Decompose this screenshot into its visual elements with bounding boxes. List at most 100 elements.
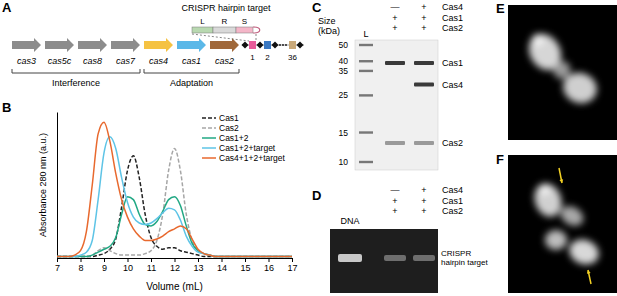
lane-sign: +: [421, 196, 426, 206]
ladder-label: 15: [339, 128, 349, 138]
density: [530, 180, 602, 269]
row-label: Cas1: [442, 196, 463, 206]
gene-label: cas4: [149, 56, 168, 66]
legend-swatch: [202, 117, 216, 119]
legend-swatch: [202, 127, 216, 129]
lane-sign: +: [392, 23, 397, 33]
panel-f: [508, 155, 617, 293]
panel-b: 7891011121314151617Volume (mL)Absorbance…: [38, 113, 298, 293]
spacer-label: 2: [265, 53, 270, 62]
x-axis-title: Volume (mL): [146, 281, 203, 292]
x-tick-label: 16: [264, 263, 274, 273]
row-label: Cas2: [442, 206, 463, 216]
gene-label: cas3: [17, 56, 36, 66]
gene-label: cas2: [215, 56, 234, 66]
x-tick: 11: [147, 258, 156, 273]
legend-item: Cas1: [202, 113, 239, 123]
band-label: Cas1: [442, 58, 463, 68]
protein-band: [414, 61, 434, 65]
lane-sign: +: [421, 185, 426, 195]
panel-label: C: [312, 0, 322, 15]
x-tick-label: 17: [287, 263, 297, 273]
row-label: Cas4: [442, 185, 463, 195]
panel-label: E: [496, 1, 505, 16]
gene-arrow: [12, 38, 41, 52]
ellipsis-dot: [282, 44, 284, 46]
legend-label: Cas1+2+target: [219, 143, 276, 153]
ladder-band: [359, 60, 373, 62]
legend-swatch: [202, 157, 216, 159]
x-tick-mark: [222, 258, 223, 262]
x-tick-mark: [269, 258, 270, 262]
x-tick: 13: [193, 258, 203, 273]
density-blob: [559, 68, 601, 108]
band-label: Cas2: [442, 138, 463, 148]
arrow-head: [587, 270, 591, 274]
target-part-label: S: [242, 17, 247, 26]
protein-band: [385, 141, 405, 145]
lane-sign: +: [392, 13, 397, 23]
density: [523, 28, 602, 108]
legend-item: Cas2: [202, 123, 239, 133]
y-axis-line: [57, 113, 58, 259]
plot-lines: [57, 122, 292, 256]
ladder-lane-label: L: [363, 29, 368, 39]
gene-label: cas1: [182, 56, 201, 66]
x-tick-mark: [104, 258, 105, 262]
gene-arrow: [45, 38, 74, 52]
density-blob: [545, 230, 567, 250]
legend-item: Cas1+2: [202, 133, 249, 143]
target-part: [213, 27, 236, 33]
group-bracket: [144, 69, 239, 73]
legend-label: Cas4+1+2+target: [219, 153, 286, 163]
legend-label: Cas1+2: [219, 133, 249, 143]
ladder-band: [359, 161, 373, 163]
spacer: [249, 41, 256, 49]
gene-arrow: [111, 38, 140, 52]
x-tick-label: 13: [193, 263, 203, 273]
ladder-band: [359, 131, 373, 133]
x-tick-label: 15: [240, 263, 250, 273]
band-label: CRISPRhairpin target: [441, 249, 488, 267]
gene-arrow: [177, 38, 206, 52]
lane-sign: —: [391, 2, 400, 12]
series-line: [57, 197, 292, 257]
x-tick: 7: [55, 258, 60, 273]
lane-sign: —: [391, 185, 400, 195]
legend-item: Cas4+1+2+target: [202, 153, 286, 163]
lane-sign: +: [421, 23, 426, 33]
row-label: Cas1: [442, 13, 463, 23]
repeat: [271, 41, 278, 48]
repeat: [256, 41, 263, 48]
density-blob: [532, 34, 544, 46]
legend: Cas1Cas2Cas1+2Cas1+2+targetCas4+1+2+targ…: [202, 113, 286, 163]
lane-sign: +: [421, 2, 426, 12]
x-tick: 16: [264, 258, 274, 273]
protein-band: [414, 83, 434, 87]
panel-a: cas3cas5ccas8cas7cas4cas1cas2Interferenc…: [12, 3, 304, 88]
x-tick-label: 14: [217, 263, 227, 273]
panel-e: [508, 5, 617, 140]
panel-label: D: [312, 188, 321, 203]
lane-sign: +: [421, 206, 426, 216]
gene-arrow: [78, 38, 107, 52]
arrow-head: [559, 179, 563, 183]
target-link: [192, 34, 256, 41]
group-label: Adaptation: [170, 78, 213, 88]
gene-arrow: [144, 38, 173, 52]
gene-label: cas8: [83, 56, 102, 66]
gene-label: cas7: [116, 56, 136, 66]
protein-band: [385, 61, 405, 65]
ellipsis-dot: [279, 44, 281, 46]
spacer-label: 1: [250, 53, 255, 62]
target-part: [192, 27, 213, 33]
gene-label: cas5c: [48, 56, 72, 66]
spacer-label: 36: [288, 53, 297, 62]
series-line: [57, 137, 292, 257]
x-tick-mark: [245, 258, 246, 262]
legend-swatch: [202, 147, 216, 149]
x-axis-line: [58, 259, 293, 263]
dna-band: [338, 254, 362, 262]
panel-label: A: [2, 0, 12, 15]
group-bracket: [12, 69, 140, 73]
